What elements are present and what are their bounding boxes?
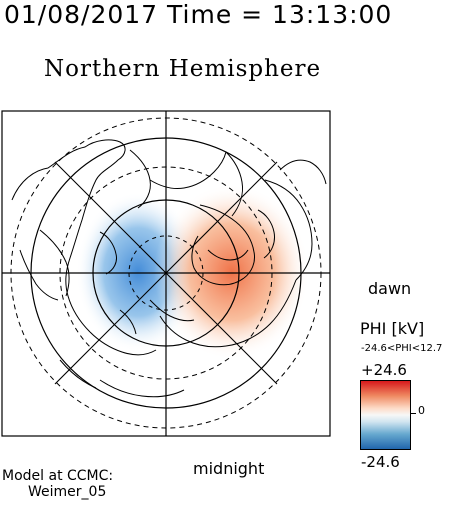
positive-potential-cell bbox=[154, 184, 310, 360]
colorbar-zero-tick bbox=[411, 413, 416, 414]
timestamp-title: 01/08/2017 Time = 13:13:00 bbox=[4, 0, 393, 29]
hemisphere-title: Northern Hemisphere bbox=[44, 56, 322, 82]
colorbar-zero-label: 0 bbox=[418, 404, 425, 417]
map-frame bbox=[1, 110, 331, 437]
meridian-diagonal-2 bbox=[54, 161, 278, 385]
colorbar-min-label: -24.6 bbox=[361, 453, 400, 471]
colorbar-title: PHI [kV] bbox=[360, 319, 425, 338]
dawn-label: dawn bbox=[368, 279, 412, 298]
model-credit-line1: Model at CCMC: bbox=[2, 468, 114, 484]
midnight-label: midnight bbox=[193, 459, 265, 478]
coastlines bbox=[11, 139, 327, 398]
colorbar-range: -24.6<PHI<12.7 bbox=[361, 343, 443, 354]
colorbar bbox=[360, 380, 411, 450]
colorbar-max-label: +24.6 bbox=[361, 361, 407, 379]
model-credit-line2: Weimer_05 bbox=[28, 484, 107, 500]
